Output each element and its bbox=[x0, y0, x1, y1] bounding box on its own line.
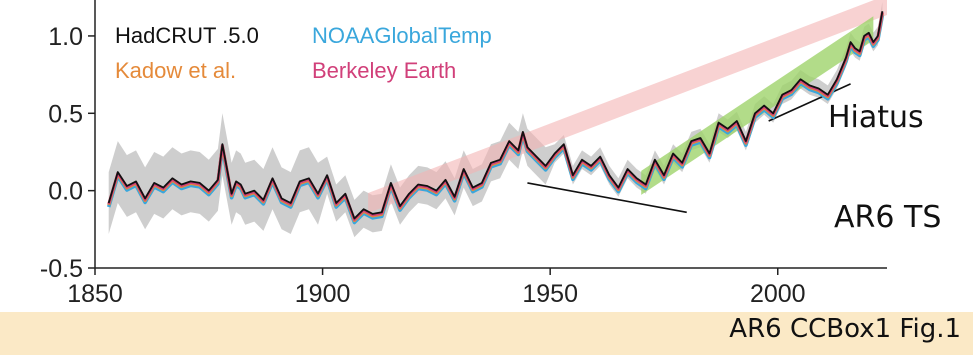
x-tick-label: 1900 bbox=[295, 280, 351, 308]
legend-berkeley: Berkeley Earth bbox=[312, 58, 456, 83]
legend: HadCRUT .5.0 NOAAGlobalTemp Kadow et al.… bbox=[115, 23, 492, 83]
annotation-hiatus: Hiatus bbox=[828, 100, 924, 135]
legend-noaaglobaltemp: NOAAGlobalTemp bbox=[312, 23, 492, 48]
y-tick-label: -0.5 bbox=[40, 255, 83, 283]
temperature-chart: 1850 1900 1950 2000 -0.5 0.0 0.5 1.0 HadCRUT .5… bbox=[40, 0, 887, 308]
caption-band: AR6 CCBox1 Fig.1 bbox=[0, 312, 973, 355]
y-tick-label: 0.0 bbox=[48, 178, 83, 206]
hiatus-line-recent bbox=[768, 83, 851, 122]
hiatus-line-midcentury bbox=[527, 182, 687, 214]
x-tick-label: 1950 bbox=[522, 280, 578, 308]
series-hadcrut bbox=[107, 11, 884, 220]
annotation-ar6-ts: AR6 TS bbox=[834, 200, 942, 235]
series-layer bbox=[106, 11, 885, 225]
axis-layer: 1850 1900 1950 2000 -0.5 0.0 0.5 1.0 bbox=[40, 0, 887, 308]
x-tick-label: 1850 bbox=[67, 280, 123, 308]
uncertainty-band bbox=[108, 1, 883, 238]
legend-kadow: Kadow et al. bbox=[115, 58, 236, 83]
legend-hadcrut: HadCRUT .5.0 bbox=[115, 23, 259, 48]
figure-caption: AR6 CCBox1 Fig.1 bbox=[729, 314, 961, 344]
x-tick-label: 2000 bbox=[750, 280, 806, 308]
y-tick-label: 1.0 bbox=[48, 23, 83, 51]
uncertainty-band-layer bbox=[108, 1, 883, 238]
trend-band-recent bbox=[641, 16, 874, 195]
y-tick-label: 0.5 bbox=[48, 100, 83, 128]
